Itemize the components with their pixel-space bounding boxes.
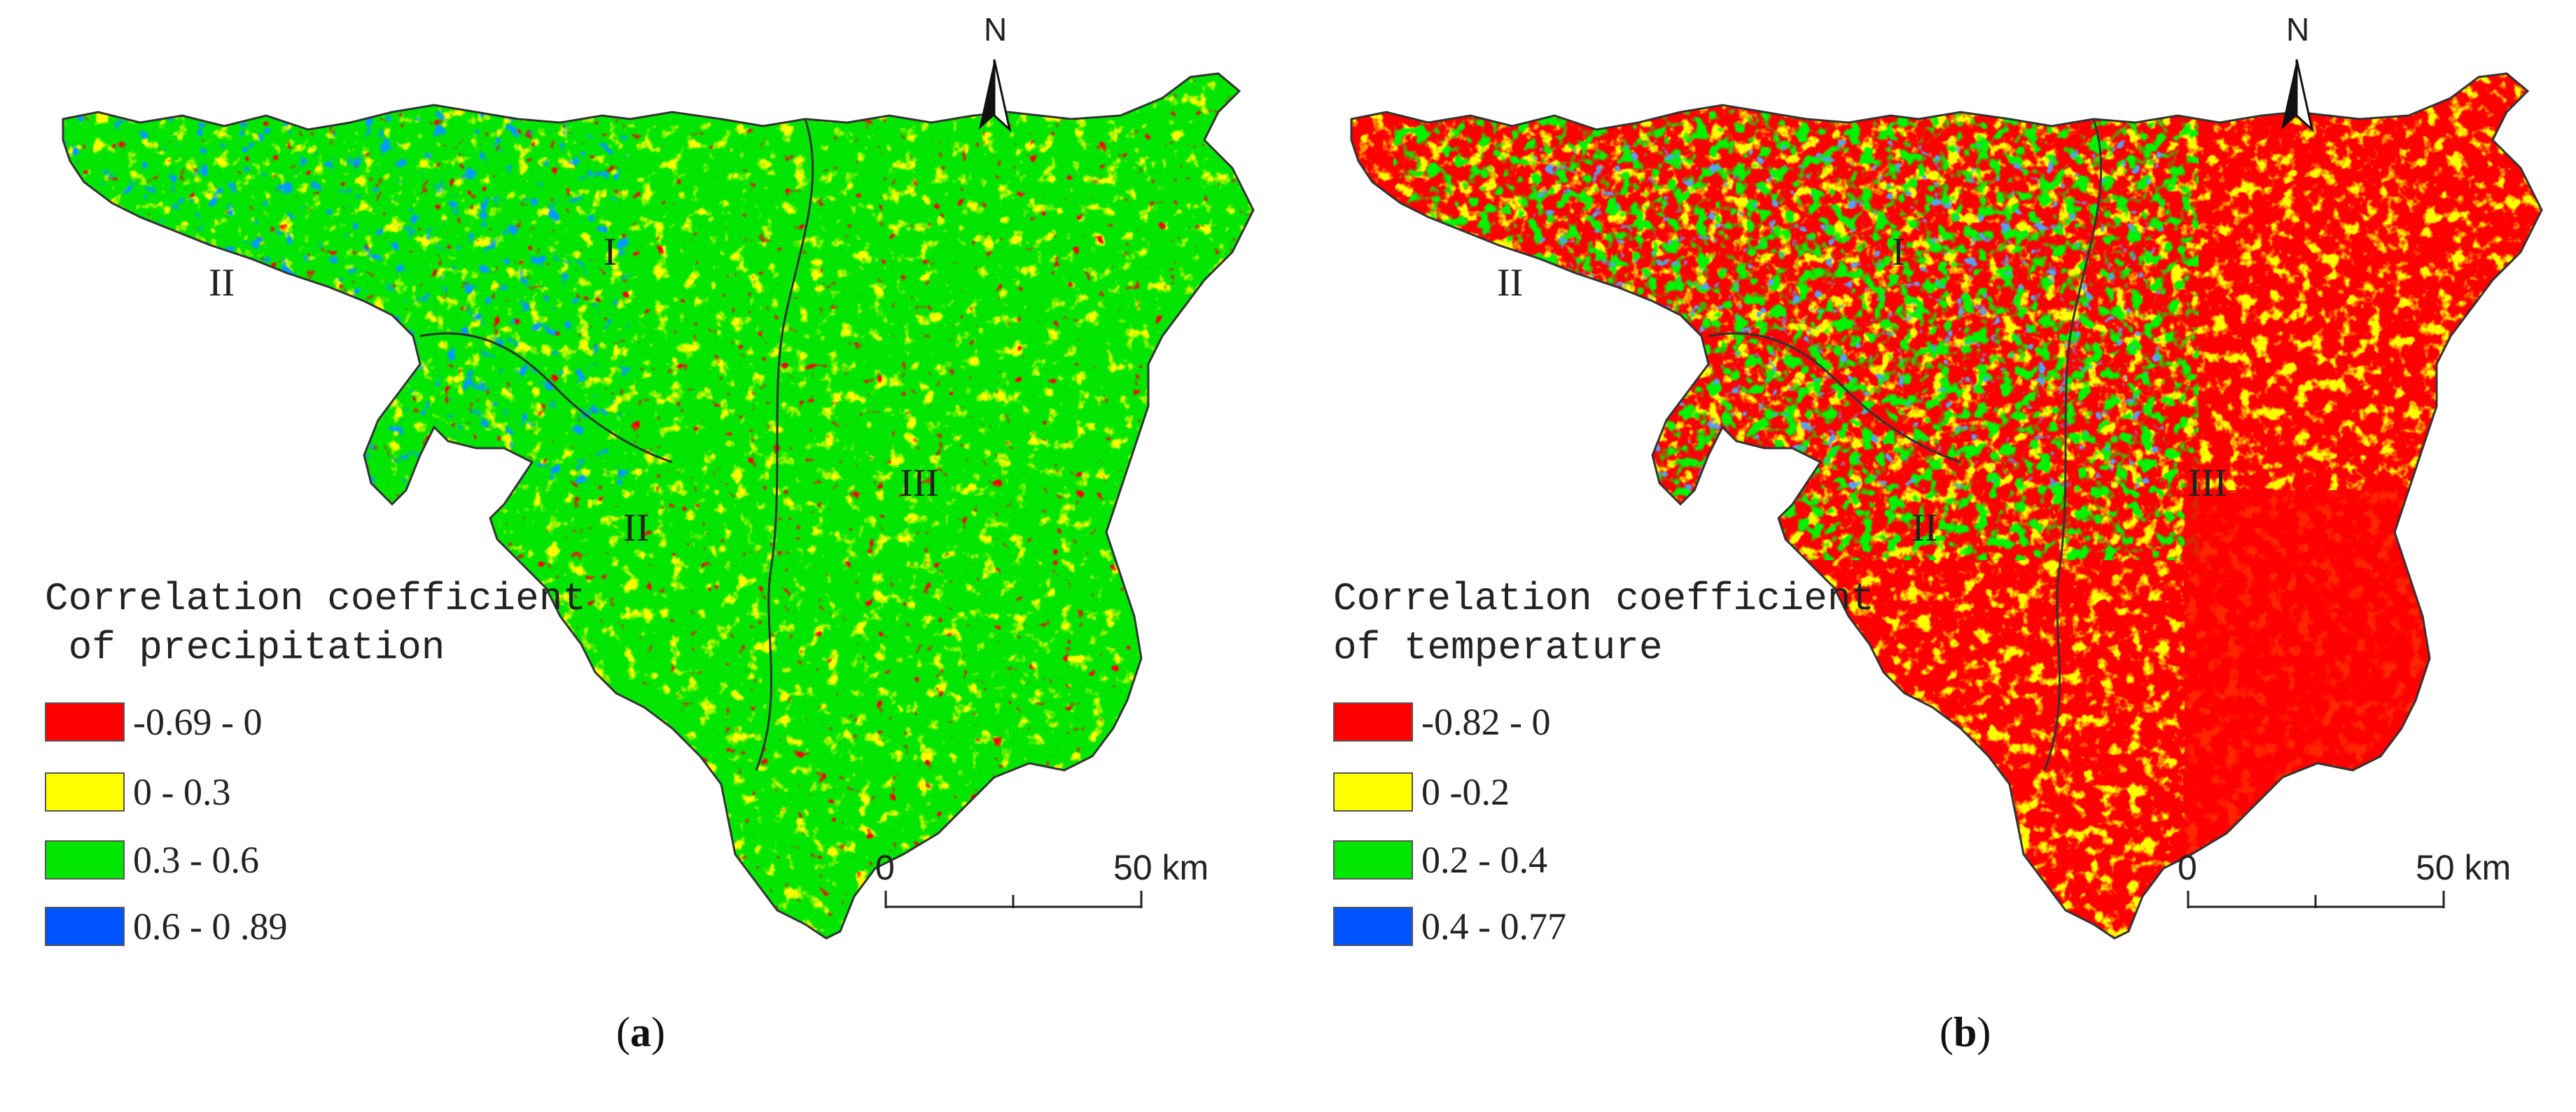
legend-item: 0.2 - 0.4 — [1333, 838, 1547, 882]
map-panel-temperature: N I II II III Correlation coefficient of… — [1288, 0, 2576, 1112]
legend-title: Correlation coefficient of temperature — [1333, 576, 1874, 670]
region-label-iii: III — [900, 461, 939, 505]
scale-bar — [884, 891, 1143, 908]
panel-caption: (a) — [616, 1009, 665, 1055]
legend-swatch-red — [45, 702, 125, 742]
region-label-i: I — [604, 230, 617, 274]
legend-item: 0 -0.2 — [1333, 770, 1510, 814]
north-label: N — [2286, 11, 2310, 48]
scale-end-label: 50 km — [1113, 848, 1209, 887]
legend-item: 0.3 - 0.6 — [45, 838, 259, 882]
region-label-ii-west: II — [209, 261, 235, 305]
legend-item: 0.6 - 0 .89 — [45, 905, 287, 948]
legend-item: -0.69 - 0 — [45, 700, 262, 744]
legend-item: -0.82 - 0 — [1333, 700, 1550, 744]
map-panel-precipitation: N I II II III Correlation coefficient of… — [45, 11, 1255, 1055]
north-label: N — [984, 11, 1008, 48]
panel-caption: (b) — [1940, 1009, 1991, 1055]
scale-bar — [2187, 891, 2445, 908]
region-label-ii-west: II — [1497, 261, 1524, 305]
legend-item: 0 - 0.3 — [45, 770, 230, 814]
scale-zero-label: 0 — [2178, 848, 2197, 887]
legend-swatch-blue — [45, 907, 125, 946]
region-label-ii-south: II — [1912, 506, 1938, 550]
legend-swatch-green — [45, 840, 125, 880]
scale-end-label: 50 km — [2416, 848, 2512, 887]
scale-zero-label: 0 — [875, 848, 895, 887]
region-label-ii-south: II — [623, 506, 650, 550]
region-label-iii: III — [2188, 461, 2227, 505]
region-label-i: I — [1892, 230, 1905, 274]
north-arrow-icon — [979, 59, 1012, 133]
legend-swatch-blue — [1333, 907, 1413, 946]
legend-swatch-green — [1333, 840, 1413, 880]
temperature-correlation-map — [1350, 59, 2543, 940]
legend-item: 0.4 - 0.77 — [1333, 905, 1566, 948]
north-arrow-icon — [2281, 59, 2314, 133]
legend-swatch-yellow — [1333, 772, 1413, 812]
legend-swatch-red — [1333, 702, 1413, 742]
precipitation-correlation-map — [62, 59, 1255, 940]
legend-swatch-yellow — [45, 772, 125, 812]
legend-title: Correlation coefficient of precipitation — [45, 576, 586, 670]
